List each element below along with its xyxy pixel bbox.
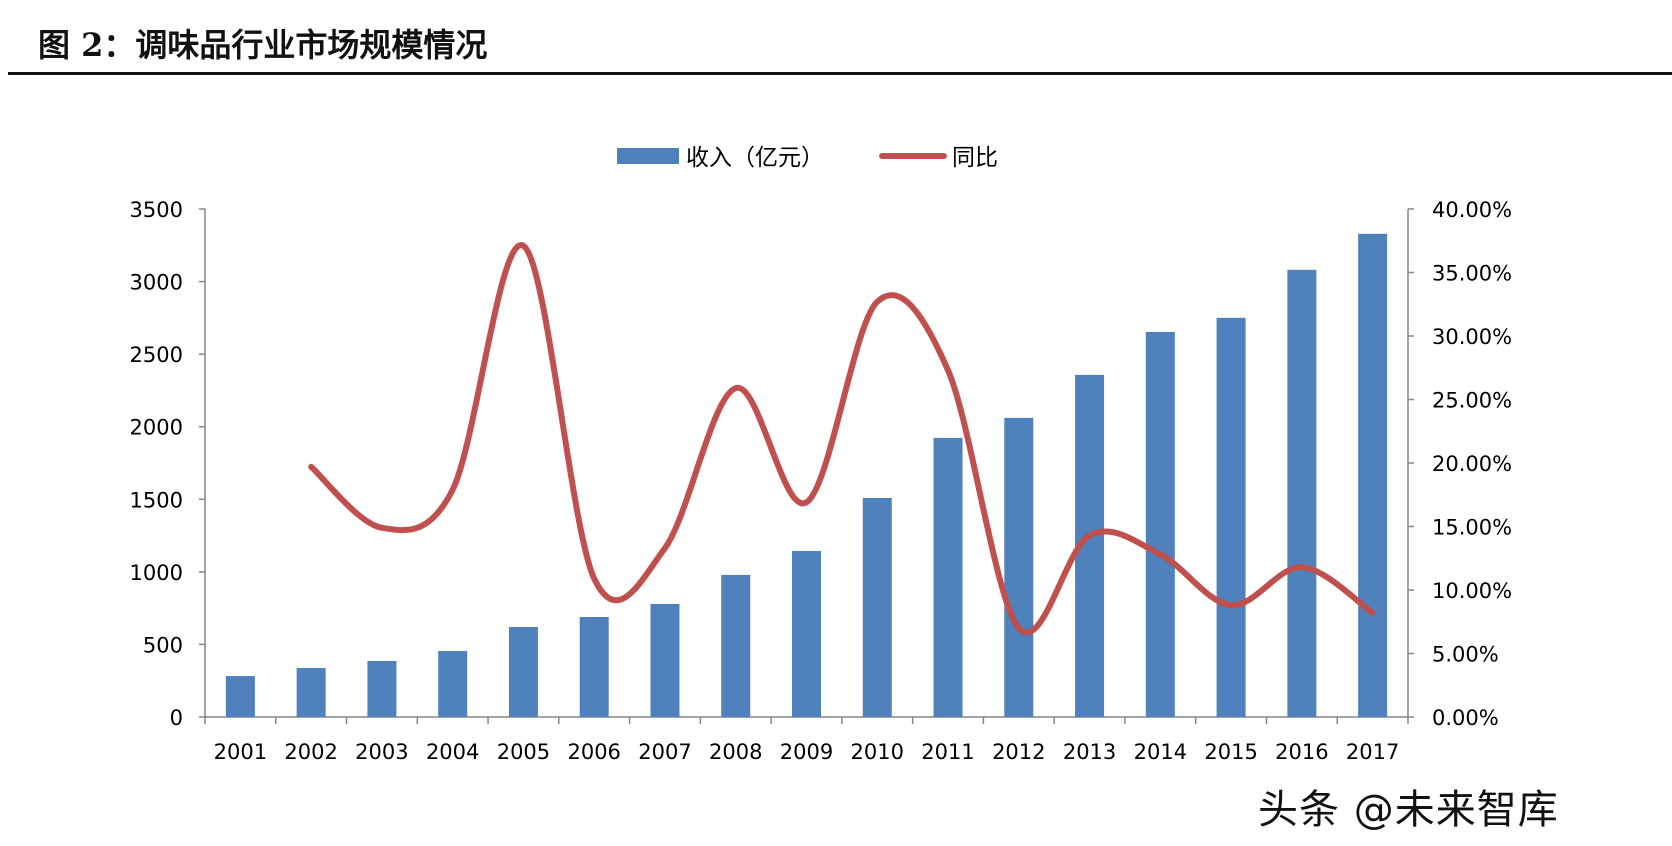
right-tick-label: 20.00% <box>1432 452 1512 476</box>
legend-bar-swatch <box>617 148 679 164</box>
x-tick-label: 2013 <box>1063 740 1116 764</box>
x-tick-label: 2005 <box>497 740 550 764</box>
bar-2014 <box>1145 331 1175 717</box>
bar-2008 <box>721 574 751 717</box>
right-tick-label: 25.00% <box>1432 389 1512 413</box>
legend-bar-label: 收入（亿元） <box>686 145 824 171</box>
x-tick-label: 2008 <box>709 740 762 764</box>
x-tick-label: 2010 <box>851 740 904 764</box>
yoy-line <box>308 242 1376 636</box>
bar-2012 <box>1004 417 1034 717</box>
bar-2011 <box>933 437 963 717</box>
bar-2010 <box>862 497 892 717</box>
left-tick-label: 1000 <box>130 561 183 585</box>
x-tick-label: 2012 <box>992 740 1045 764</box>
bar-2001 <box>225 676 255 717</box>
left-tick-label: 500 <box>143 633 183 657</box>
bar-2002 <box>296 667 326 717</box>
left-tick-label: 0 <box>170 706 183 730</box>
watermark: 头条 @未来智库 <box>1258 786 1559 834</box>
right-tick-label: 10.00% <box>1432 579 1512 603</box>
left-tick-label: 2000 <box>130 416 183 440</box>
title-divider <box>8 72 1672 75</box>
x-tick-label: 2016 <box>1275 740 1328 764</box>
right-tick-label: 40.00% <box>1432 198 1512 222</box>
right-tick-label: 35.00% <box>1432 262 1512 286</box>
x-tick-label: 2002 <box>284 740 337 764</box>
legend-line-label: 同比 <box>952 145 998 171</box>
left-tick-label: 1500 <box>130 488 183 512</box>
bar-2016 <box>1287 269 1317 717</box>
right-tick-label: 0.00% <box>1432 706 1499 730</box>
x-tick-label: 2003 <box>355 740 408 764</box>
bar-2017 <box>1358 233 1388 717</box>
x-tick-label: 2007 <box>638 740 691 764</box>
x-tick-label: 2001 <box>214 740 267 764</box>
right-tick-label: 5.00% <box>1432 643 1499 667</box>
right-tick-label: 15.00% <box>1432 516 1512 540</box>
x-tick-label: 2004 <box>426 740 479 764</box>
left-tick-label: 3500 <box>130 198 183 222</box>
x-tick-label: 2017 <box>1346 740 1399 764</box>
left-tick-label: 2500 <box>130 343 183 367</box>
bar-2005 <box>508 627 538 717</box>
bar-2007 <box>650 603 680 717</box>
bar-2015 <box>1216 317 1246 717</box>
x-tick-label: 2006 <box>567 740 620 764</box>
right-tick-label: 30.00% <box>1432 325 1512 349</box>
figure-title: 图 2：调味品行业市场规模情况 <box>38 26 488 64</box>
left-tick-label: 3000 <box>130 271 183 295</box>
x-tick-label: 2014 <box>1134 740 1187 764</box>
bar-2006 <box>579 616 609 717</box>
bar-2009 <box>792 550 821 717</box>
x-tick-label: 2009 <box>780 740 833 764</box>
x-tick-label: 2011 <box>921 740 974 764</box>
x-tick-label: 2015 <box>1204 740 1257 764</box>
bar-2003 <box>367 660 397 717</box>
bar-2004 <box>438 650 468 717</box>
